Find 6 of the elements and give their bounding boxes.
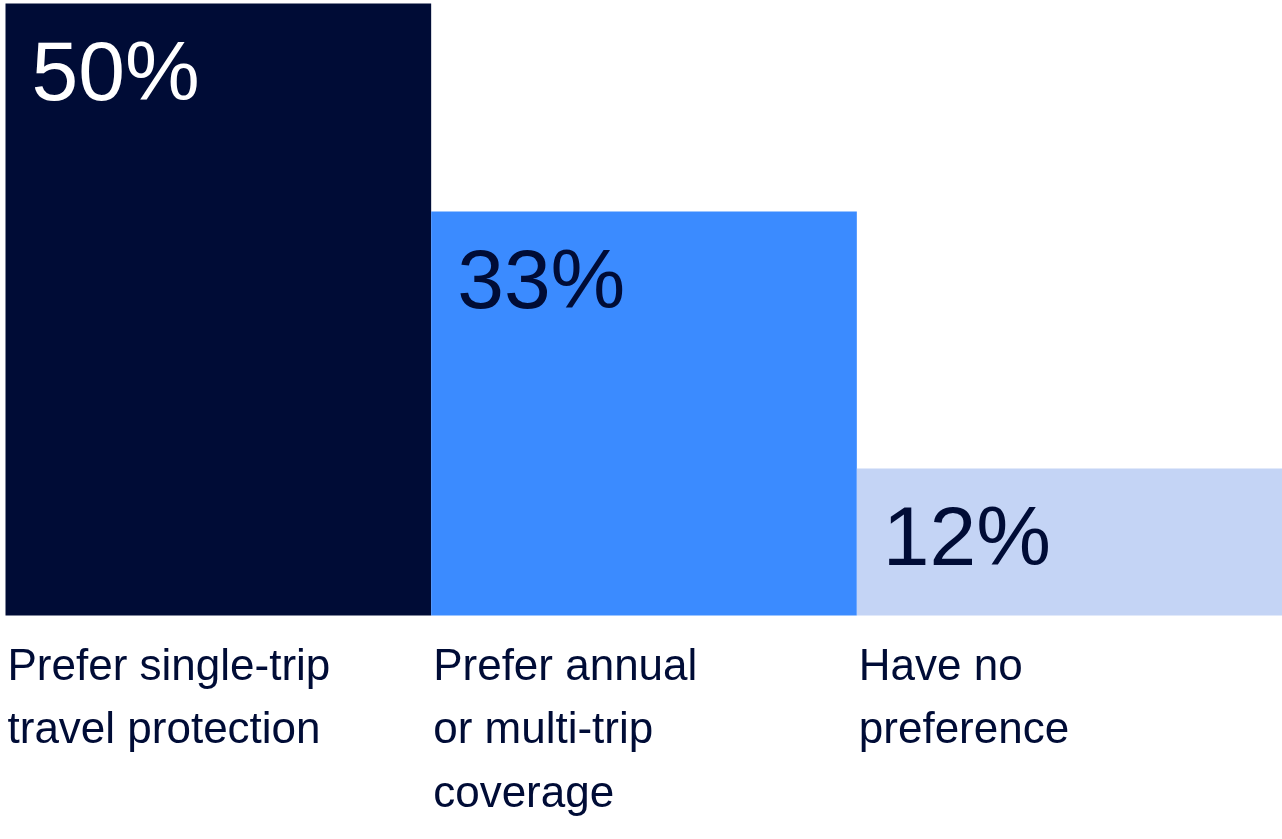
data-label: 33% xyxy=(457,231,626,326)
data-label: 12% xyxy=(882,488,1051,583)
x-tick-label: Prefer single-trip travel protection xyxy=(7,639,331,753)
x-tick-label: Prefer annual or multi-trip coverage xyxy=(433,639,698,816)
x-tick-label: Have no preference xyxy=(858,639,1070,753)
data-label: 50% xyxy=(31,23,200,118)
